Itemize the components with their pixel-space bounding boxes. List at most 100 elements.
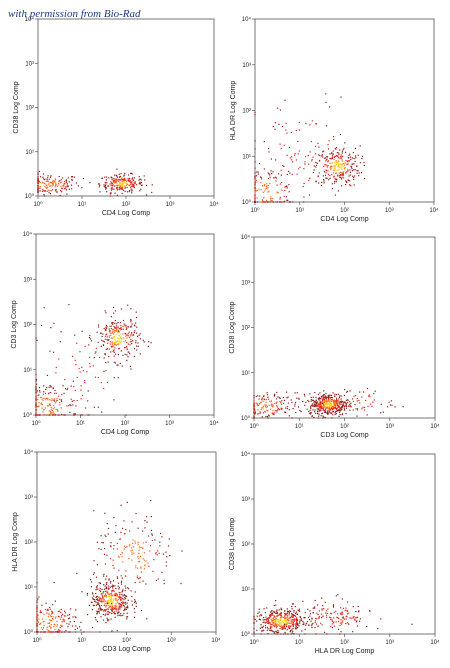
data-point (117, 585, 119, 587)
data-point (53, 411, 55, 413)
data-point (115, 587, 117, 590)
data-point (126, 612, 128, 614)
data-point (52, 399, 54, 401)
data-point (137, 578, 139, 580)
data-point (281, 408, 283, 410)
data-point (322, 406, 324, 408)
data-point (339, 395, 341, 397)
data-point (124, 575, 126, 577)
data-point (65, 187, 67, 189)
data-point (105, 606, 107, 608)
data-point (119, 597, 121, 599)
data-point (309, 413, 312, 415)
data-point (122, 182, 124, 184)
data-point (110, 334, 112, 337)
data-point (259, 412, 261, 414)
data-point (338, 398, 340, 400)
y-tick-label: 10⁰ (242, 199, 252, 206)
y-tick-label: 10⁰ (25, 193, 35, 200)
data-point (49, 404, 52, 407)
data-point (253, 407, 255, 410)
data-point (159, 541, 161, 543)
data-point (115, 592, 117, 594)
data-point (272, 614, 274, 616)
data-point (95, 589, 97, 591)
data-point (320, 415, 322, 417)
data-point (337, 399, 339, 401)
data-point (61, 187, 63, 189)
data-point (57, 410, 59, 412)
data-point (161, 571, 163, 573)
data-point (37, 173, 39, 176)
data-point (269, 400, 271, 402)
data-point (292, 624, 294, 626)
data-point (49, 193, 52, 195)
data-point (51, 409, 54, 412)
data-point (125, 608, 128, 611)
data-point (139, 190, 141, 192)
data-point (402, 406, 404, 408)
data-point (50, 327, 52, 329)
data-point (138, 560, 141, 562)
data-point (286, 624, 288, 626)
data-point (118, 331, 120, 333)
data-point (104, 353, 106, 355)
data-point (257, 404, 259, 406)
data-point (323, 171, 325, 173)
data-point (342, 607, 345, 610)
data-point (118, 341, 120, 343)
data-point (332, 392, 334, 394)
data-point (139, 353, 141, 355)
data-point (270, 627, 272, 629)
y-tick-label: 10¹ (25, 150, 34, 156)
data-point (113, 351, 115, 353)
data-point (270, 400, 272, 402)
data-point (275, 201, 277, 203)
data-point (124, 585, 126, 587)
data-point (110, 594, 113, 596)
data-point (112, 601, 114, 604)
data-point (131, 183, 133, 185)
data-point (323, 607, 325, 610)
data-point (68, 617, 71, 619)
data-point (347, 399, 349, 401)
data-point (280, 402, 282, 404)
data-point (267, 414, 270, 416)
data-point (318, 398, 320, 400)
data-point (119, 362, 121, 364)
data-point (66, 183, 68, 185)
data-point (297, 140, 299, 143)
data-point (136, 577, 138, 579)
data-point (277, 633, 279, 635)
data-point (292, 161, 294, 163)
data-point (35, 380, 37, 382)
data-point (254, 196, 256, 198)
data-point (295, 129, 297, 132)
data-point (280, 618, 283, 620)
data-point (373, 392, 375, 395)
data-point (116, 364, 118, 366)
x-tick-label: 10⁴ (209, 201, 219, 208)
data-point (299, 622, 301, 624)
data-point (322, 405, 324, 407)
data-point (316, 406, 318, 408)
data-point (129, 181, 131, 183)
data-point (111, 188, 113, 190)
data-point (345, 405, 348, 407)
data-point (334, 404, 336, 406)
data-point (53, 181, 55, 183)
data-point (48, 613, 50, 615)
data-point (291, 401, 293, 404)
data-point (329, 177, 331, 179)
data-point (105, 326, 107, 328)
data-point (57, 182, 60, 185)
data-point (284, 616, 286, 618)
data-point (132, 183, 134, 186)
data-point (51, 610, 53, 612)
data-point (99, 191, 101, 193)
data-point (349, 617, 351, 619)
data-point (71, 355, 74, 357)
data-point (289, 610, 291, 612)
data-point (284, 625, 286, 627)
data-point (339, 403, 341, 405)
